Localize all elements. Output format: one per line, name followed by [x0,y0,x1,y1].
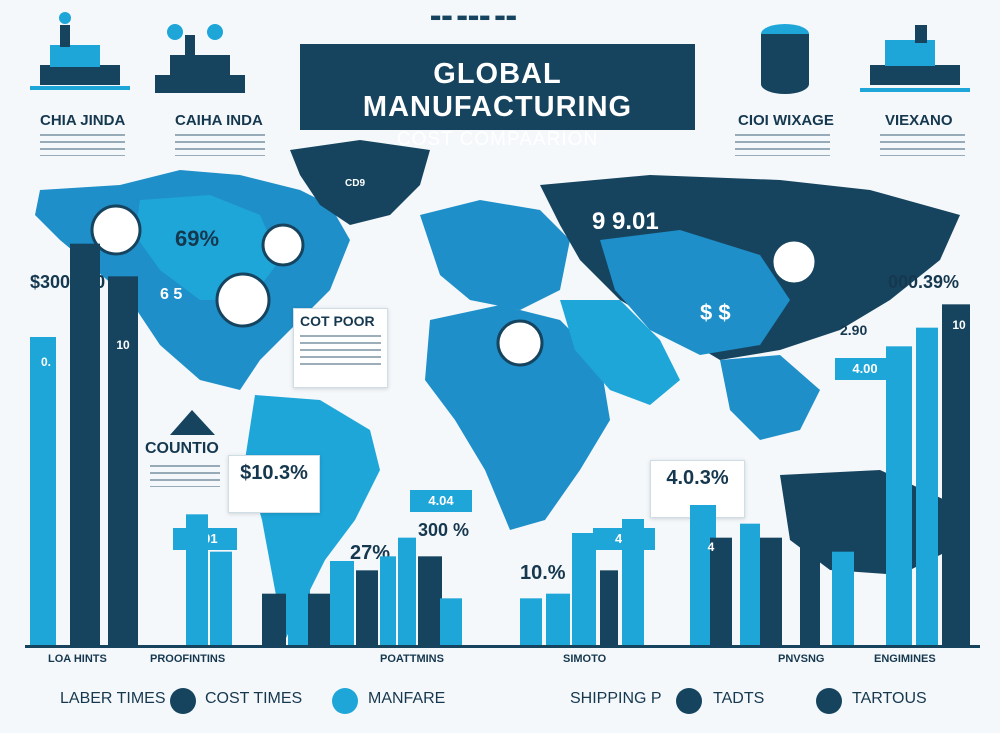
factory-ship-icon [30,12,130,90]
bar-tag-2: 10 [116,338,130,352]
dollar-icon: $ $ [700,300,731,325]
bar-6 [262,593,286,645]
countio-label: COUNTIO [145,440,219,457]
bar-4 [186,514,208,645]
category-label-2: PROOFINTINS [150,653,226,665]
top-label-4-lines [880,134,965,156]
bar-10 [356,570,378,645]
na-small: 6 5 [160,286,183,303]
pct-300: 300 % [418,520,470,540]
bar-2 [70,243,100,645]
bar-3 [108,276,138,645]
page-title: GLOBAL MANUFACTURING [362,58,633,123]
bar-tag-1: 0. [40,355,51,369]
bar-21 [710,537,732,645]
na-percent: 69% [175,226,220,251]
asia-numbers: 9 9.01 [592,208,659,235]
bar-1 [30,337,56,645]
bar-22 [740,523,760,645]
bar-28 [942,304,970,645]
bar-9 [330,561,354,645]
legend-label-4: SHIPPING P [570,690,662,707]
bar-13 [418,556,442,645]
top-label-4: VIEXANO [885,112,953,129]
title-banner: GLOBAL MANUFACTURING COST COMPAARION [300,44,695,150]
bar-14 [440,598,462,645]
bar-18 [600,570,618,645]
top-label-3: CIOI WIXAGE [738,112,834,129]
countio-lines [150,465,220,487]
category-label-4: SIMOTO [563,653,607,665]
greenland-label: CD9 [345,178,366,189]
category-label-1: LOA HINTS [48,653,107,665]
chart-baseline [25,645,980,648]
bar-tag-3: 4 [707,540,715,554]
sa-callout-value: $10.3% [240,462,308,484]
bar-7 [288,533,310,645]
legend-swatch-6 [816,688,842,714]
legend-label-6: TARTOUS [852,690,927,707]
top-label-2: CAIHA INDA [175,112,263,129]
pct-10: 10.% [520,562,566,584]
right-big-value: 000.39% [888,272,960,292]
asia-side-value: 2.90 [840,322,868,338]
top-label-3-lines [735,134,830,156]
bar-5 [210,551,232,645]
bar-24 [800,519,820,645]
category-label-5: PNVSNG [778,653,825,665]
legend-swatch-1 [170,688,196,714]
bar-19 [622,519,644,645]
sa-callout: $10.3% [228,455,320,513]
legend-swatch-2 [332,688,358,714]
category-label-3: POATTMINS [380,653,444,665]
header-ornament: ▬▬ ▬▬▬ ▬▬ [430,10,517,24]
legend-label-2: COST TIMES [205,690,303,707]
bar-15 [520,598,542,645]
cost-poor-lines [300,335,381,365]
legend-label-3: MANFARE [368,690,446,707]
bar-26 [886,346,912,645]
house-icon [170,410,215,435]
top-label-1-lines [40,134,125,156]
bar-12 [398,537,416,645]
top-label-2-lines [175,134,265,156]
bar-16 [546,593,570,645]
factory-ship-icon-2 [155,24,245,93]
bar-11 [380,556,396,645]
legend-swatch-4 [676,688,702,714]
bar-8 [308,593,330,645]
bar-17 [572,533,596,645]
page-subtitle: COST COMPAARION [396,129,599,150]
category-label-6: ENGIMINES [874,653,936,665]
tag-2: 4.04 [410,490,472,512]
cargo-ship-icon [860,25,970,92]
cost-poor-label: COT POOR [300,313,375,329]
tag-4: 4.00 [835,358,895,380]
top-label-1: CHIA JINDA [40,112,126,129]
cost-poor-box: COT POOR [293,308,388,388]
bar-tag-4: 10 [952,318,966,332]
bar-27 [916,327,938,645]
bar-23 [760,537,782,645]
af-callout-value: 4.0.3% [666,467,729,489]
legend-label-5: TADTS [713,690,765,707]
coin-stack-icon [761,24,809,94]
bar-25 [832,551,854,645]
legend-label-1: LABER TIMES [60,690,166,707]
